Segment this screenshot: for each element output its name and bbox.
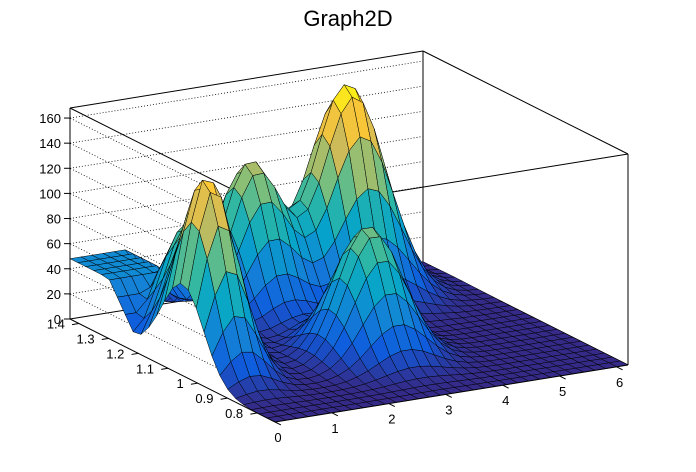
y-tick-mark [72,322,79,326]
x-tick-label: 0 [274,430,281,445]
x-tick-mark [388,403,396,408]
y-axis-line [69,318,276,423]
x-tick-label: 3 [445,402,452,417]
x-tick-label: 4 [502,393,509,408]
grid-line-left [69,142,276,247]
chart-title: Graph2D [303,6,392,31]
z-tick-label: 0 [54,312,61,327]
y-tick-mark [190,382,198,385]
y-tick-mark [131,352,139,355]
y-tick-mark [250,412,258,415]
y-tick-label: 0.9 [195,391,213,406]
x-tick-label: 2 [388,412,395,427]
y-tick-label: 0.8 [225,406,243,421]
x-tick-label: 5 [559,384,566,399]
z-tick-label: 100 [39,186,61,201]
grid-line-left [69,117,276,222]
surface-mesh [69,84,629,423]
grid-line-left [69,293,276,398]
z-tick-label: 60 [47,237,61,252]
y-tick-label: 1 [177,376,184,391]
z-tick-label: 80 [47,212,61,227]
x-tick-mark [445,393,452,398]
x-tick-mark [502,384,509,389]
grid-line-back [69,85,424,144]
y-tick-mark [101,337,109,341]
y-tick-label: 1.4 [47,316,65,331]
x-tick-mark [274,421,282,426]
x-tick-label: 6 [616,375,623,390]
grid-line-left [69,268,276,373]
z-tick-label: 20 [47,287,61,302]
x-axis-line [274,364,629,423]
y-tick-mark [161,367,169,370]
x-tick-mark [559,375,566,380]
x-tick-mark [331,412,339,417]
back-top-edge [69,50,424,109]
y-tick-label: 1.3 [77,331,95,346]
z-tick-label: 40 [47,262,61,277]
y-tick-mark [220,397,228,400]
grid-line-back [69,60,424,119]
x-tick-label: 1 [331,421,338,436]
axis-ticks: 01234560.80.911.11.21.31.402040608010012… [39,111,623,445]
y-tick-label: 1.2 [106,346,124,361]
z-tick-label: 160 [39,111,61,126]
z-tick-label: 140 [39,136,61,151]
grid-line-left [69,167,276,272]
y-tick-label: 1.1 [136,361,154,376]
right-top-edge [422,50,629,155]
x-tick-mark [616,366,623,371]
z-tick-label: 120 [39,161,61,176]
